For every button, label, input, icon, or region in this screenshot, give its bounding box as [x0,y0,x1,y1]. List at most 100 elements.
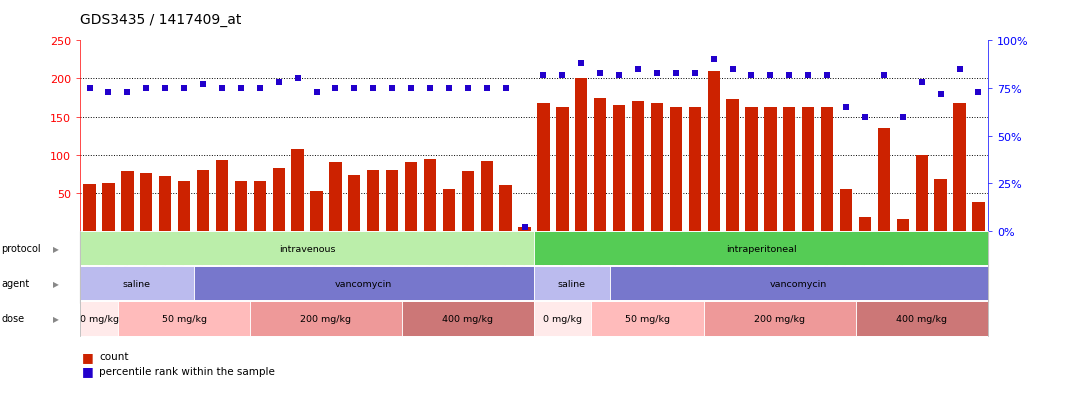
Bar [632,102,644,231]
Bar [594,98,607,231]
Point [516,224,533,231]
Point [876,72,893,79]
Point [383,85,400,92]
Bar [515,231,534,304]
Bar [367,171,379,231]
Bar [897,220,909,231]
Bar [500,186,512,231]
Bar [534,231,553,304]
Text: 200 mg/kg: 200 mg/kg [300,314,351,323]
Point [554,72,571,79]
Bar [647,231,666,304]
Bar [799,231,818,304]
Bar [159,177,171,231]
Bar [235,182,247,231]
Point [705,57,722,64]
Bar [382,231,402,304]
Bar [477,231,497,304]
Point [308,89,325,96]
Bar [311,192,323,231]
Text: ▶: ▶ [53,279,60,288]
Bar [878,129,890,231]
Point [289,76,307,83]
Text: 0 mg/kg: 0 mg/kg [79,314,119,323]
Bar [629,231,647,304]
Bar [272,168,285,231]
Bar [156,231,175,304]
Bar [954,104,965,231]
Point [894,114,911,121]
Bar [497,231,515,304]
Text: vancomycin: vancomycin [770,279,828,288]
Bar [364,231,382,304]
Bar [818,231,836,304]
Text: saline: saline [123,279,151,288]
Point [592,70,609,77]
Bar [80,231,99,304]
Point [857,114,874,121]
Bar [859,218,871,231]
Bar [951,231,969,304]
Bar [839,190,852,231]
Bar [386,171,398,231]
Point [157,85,174,92]
Text: dose: dose [1,313,25,324]
Bar [250,231,269,304]
Bar [216,161,229,231]
Point [138,85,155,92]
Bar [726,100,739,231]
Bar [571,231,591,304]
Point [346,85,363,92]
Point [251,85,268,92]
Bar [253,182,266,231]
Point [364,85,381,92]
Bar [670,108,682,231]
Bar [122,172,134,231]
Bar [969,231,988,304]
Bar [931,231,951,304]
Text: intraperitoneal: intraperitoneal [725,244,797,253]
Point [81,85,98,92]
Point [459,85,476,92]
Point [761,72,779,79]
Point [629,66,646,73]
Point [743,72,760,79]
Point [781,72,798,79]
Bar [421,231,439,304]
Bar [193,231,213,304]
Point [233,85,250,92]
Bar [481,161,492,231]
Point [913,80,930,86]
Bar [83,184,96,231]
Bar [742,231,760,304]
Point [214,85,231,92]
Bar [405,162,418,231]
Bar [137,231,156,304]
Bar [723,231,742,304]
Point [403,85,420,92]
Bar [802,107,815,231]
Bar [348,176,361,231]
Bar [518,228,531,231]
Point [119,89,136,96]
Bar [439,231,458,304]
Text: 400 mg/kg: 400 mg/kg [442,314,493,323]
Bar [292,150,303,231]
Bar [345,231,364,304]
Point [497,85,514,92]
Bar [576,79,587,231]
Bar [686,231,704,304]
Bar [780,231,799,304]
Point [175,85,192,92]
Point [951,66,968,73]
Text: ■: ■ [82,364,94,377]
Bar [591,231,610,304]
Text: agent: agent [1,278,29,289]
Point [818,72,835,79]
Bar [610,231,629,304]
Point [687,70,704,77]
Point [648,70,665,77]
Bar [650,104,663,231]
Bar [458,231,477,304]
Bar [821,108,833,231]
